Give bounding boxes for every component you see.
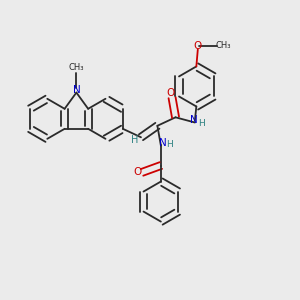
Text: O: O [167,88,175,98]
Text: H: H [166,140,173,149]
Text: O: O [133,167,142,177]
Text: CH₃: CH₃ [216,41,232,50]
Text: O: O [193,40,201,51]
Text: N: N [73,85,81,95]
Text: H: H [131,135,138,145]
Text: CH₃: CH₃ [69,63,84,72]
Text: N: N [190,115,198,125]
Text: H: H [198,119,205,128]
Text: N: N [159,138,167,148]
